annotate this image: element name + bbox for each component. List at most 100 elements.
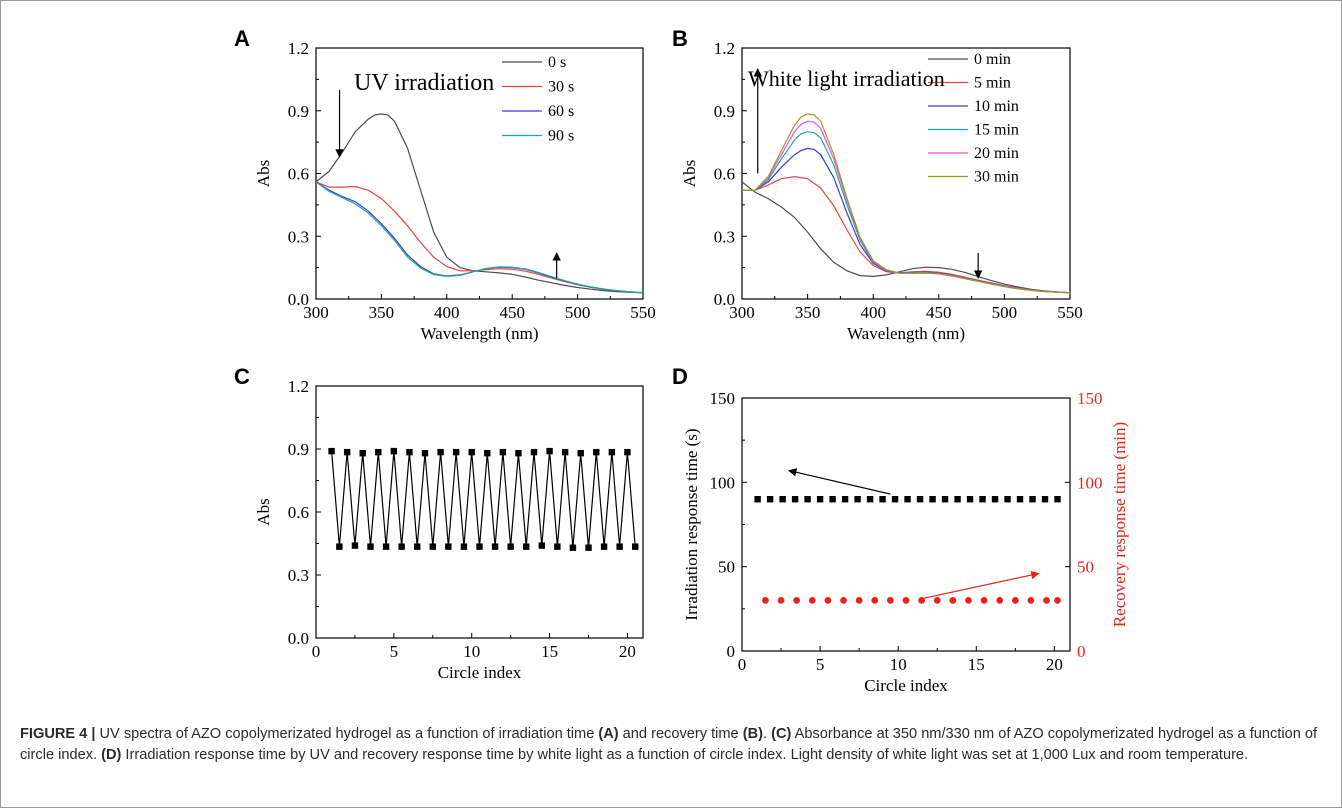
x-tick-label: 5 bbox=[816, 655, 825, 674]
legend-label: 5 min bbox=[974, 75, 1011, 92]
data-point bbox=[429, 543, 436, 550]
plot-annotation: UV irradiation bbox=[354, 70, 494, 96]
y-tick-label: 0.0 bbox=[714, 290, 735, 309]
data-point bbox=[585, 544, 592, 551]
data-point bbox=[351, 542, 359, 549]
x-axis-label: Circle index bbox=[438, 663, 522, 682]
data-point bbox=[840, 597, 847, 604]
data-point bbox=[343, 448, 351, 456]
data-point bbox=[816, 496, 824, 503]
y-tick-label: 0.9 bbox=[288, 440, 309, 459]
data-point bbox=[854, 496, 861, 503]
data-point bbox=[406, 448, 413, 456]
panel-letter: C bbox=[234, 364, 250, 389]
data-point bbox=[762, 597, 769, 604]
x-tick-label: 400 bbox=[860, 303, 886, 322]
plot-annotation: White light irradiation bbox=[748, 66, 945, 91]
data-point bbox=[421, 450, 429, 457]
x-tick-label: 550 bbox=[630, 303, 656, 322]
data-point bbox=[554, 543, 561, 550]
chart-panel-d: D 0 5 10 15 20 0 50 100 150 0 50 100 150 Recovery resp… bbox=[672, 364, 1129, 695]
y-tick-label: 0.6 bbox=[288, 503, 309, 522]
y-tick-label: 0.3 bbox=[288, 227, 309, 246]
data-point bbox=[1029, 496, 1036, 503]
legend-label: 30 s bbox=[548, 79, 574, 96]
data-point bbox=[1041, 496, 1049, 503]
y-tick-label: 50 bbox=[718, 558, 735, 577]
data-point bbox=[1016, 496, 1024, 503]
series-line-10-min bbox=[742, 147, 1070, 294]
data-point bbox=[561, 448, 569, 456]
data-point bbox=[965, 597, 972, 604]
data-point bbox=[829, 496, 836, 503]
data-point bbox=[966, 496, 974, 503]
data-point bbox=[754, 496, 761, 503]
data-point bbox=[616, 543, 623, 550]
data-point bbox=[1054, 496, 1061, 503]
series-line-60-s bbox=[316, 181, 643, 294]
y-tick-label: 150 bbox=[710, 389, 736, 408]
x-tick-label: 500 bbox=[565, 303, 591, 322]
y-right-tick-label: 150 bbox=[1077, 389, 1103, 408]
x-tick-label: 5 bbox=[390, 642, 399, 661]
y-right-tick-label: 50 bbox=[1077, 558, 1094, 577]
x-axis-label: Circle index bbox=[864, 676, 948, 695]
y-tick-label: 0.6 bbox=[288, 165, 309, 184]
x-tick-label: 450 bbox=[926, 303, 952, 322]
data-point bbox=[886, 597, 894, 604]
data-point bbox=[530, 448, 538, 456]
data-point bbox=[390, 447, 398, 455]
caption-segment: Irradiation response time by UV and reco… bbox=[121, 747, 1249, 763]
panel-letter: B bbox=[672, 26, 688, 51]
y-tick-label: 0.3 bbox=[714, 227, 735, 246]
y-right-axis-label: Recovery response time (min) bbox=[1110, 422, 1129, 627]
data-point bbox=[855, 597, 863, 604]
caption-segment: (A) bbox=[598, 726, 619, 742]
data-point bbox=[916, 496, 924, 503]
caption-segment: . bbox=[763, 726, 772, 742]
data-point bbox=[624, 448, 631, 456]
data-point bbox=[866, 496, 874, 503]
data-point bbox=[779, 496, 786, 503]
x-axis-label: Wavelength (nm) bbox=[420, 324, 538, 343]
data-point bbox=[793, 597, 801, 604]
y-tick-label: 0.6 bbox=[714, 165, 735, 184]
x-tick-label: 15 bbox=[541, 642, 558, 661]
chart-panel-c: C 0 5 10 15 20 0.0 0.3 0.6 0.9 1.2 Circle index Abs bbox=[234, 364, 644, 682]
plot-frame bbox=[315, 385, 644, 639]
panel-letter: D bbox=[672, 364, 688, 389]
y-axis-label: Abs bbox=[254, 498, 273, 525]
legend-label: 30 min bbox=[974, 169, 1019, 186]
x-tick-label: 550 bbox=[1057, 303, 1083, 322]
x-axis-label: Wavelength (nm) bbox=[847, 324, 965, 343]
data-point bbox=[891, 496, 899, 503]
data-point bbox=[929, 496, 936, 503]
legend-label: 90 s bbox=[548, 128, 574, 145]
data-point bbox=[1011, 597, 1019, 604]
y-axis-label: Irradiation response time (s) bbox=[682, 428, 701, 620]
data-point bbox=[1004, 496, 1011, 503]
data-point bbox=[949, 597, 957, 604]
data-point bbox=[468, 448, 475, 456]
y-tick-label: 0.3 bbox=[288, 566, 309, 585]
caption-segment: (B) bbox=[742, 726, 763, 742]
x-tick-label: 300 bbox=[729, 303, 755, 322]
plot-frame bbox=[741, 397, 1071, 652]
figure-caption: FIGURE 4 | UV spectra of AZO copolymeriz… bbox=[20, 724, 1322, 766]
series-line-20-min bbox=[742, 120, 1070, 294]
legend-label: 0 s bbox=[548, 54, 566, 71]
data-point bbox=[452, 448, 460, 456]
data-point bbox=[777, 597, 785, 604]
x-tick-label: 500 bbox=[992, 303, 1018, 322]
data-point bbox=[593, 448, 600, 456]
data-point bbox=[491, 543, 499, 550]
data-point bbox=[1027, 597, 1035, 604]
legend-label: 15 min bbox=[974, 122, 1019, 139]
data-point bbox=[328, 447, 335, 455]
x-tick-label: 15 bbox=[968, 655, 985, 674]
y-axis-label: Abs bbox=[254, 160, 273, 187]
y-right-tick-label: 100 bbox=[1077, 473, 1103, 492]
data-point bbox=[499, 448, 507, 456]
y-tick-label: 1.2 bbox=[714, 39, 735, 58]
panel-letter: A bbox=[234, 26, 250, 51]
